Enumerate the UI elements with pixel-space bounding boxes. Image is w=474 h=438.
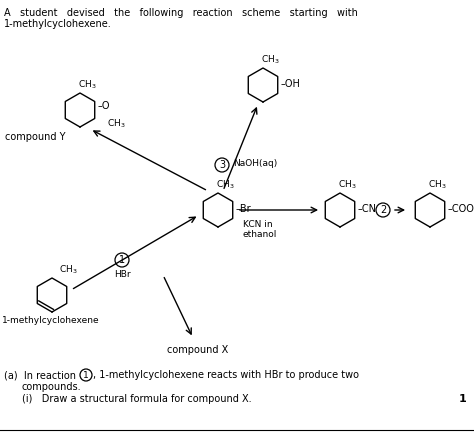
Text: –Br: –Br [236, 204, 252, 214]
Text: KCN in: KCN in [243, 220, 273, 229]
Text: A   student   devised   the   following   reaction   scheme   starting   with: A student devised the following reaction… [4, 8, 358, 18]
Text: compound Y: compound Y [5, 132, 65, 142]
Text: 1: 1 [83, 371, 89, 379]
Text: CH$_3$: CH$_3$ [261, 53, 280, 66]
Text: –COOH: –COOH [448, 204, 474, 214]
Text: 1-methylcyclohexene.: 1-methylcyclohexene. [4, 19, 112, 29]
Text: CH$_3$: CH$_3$ [216, 179, 235, 191]
Text: HBr: HBr [114, 270, 131, 279]
Text: CH$_3$: CH$_3$ [78, 78, 97, 91]
Text: –CN: –CN [358, 204, 377, 214]
Text: compounds.: compounds. [22, 382, 82, 392]
Text: 2: 2 [380, 205, 386, 215]
Text: (a)  In reaction: (a) In reaction [4, 370, 79, 380]
Text: CH$_3$: CH$_3$ [59, 264, 78, 276]
Text: NaOH(aq): NaOH(aq) [233, 159, 277, 167]
Text: 1: 1 [458, 394, 466, 404]
Text: 1-methylcyclohexene: 1-methylcyclohexene [2, 316, 100, 325]
Text: CH$_3$: CH$_3$ [428, 179, 447, 191]
Text: CH$_3$: CH$_3$ [338, 179, 356, 191]
Text: , 1-methylcyclohexene reacts with HBr to produce two: , 1-methylcyclohexene reacts with HBr to… [93, 370, 359, 380]
Text: ethanol: ethanol [243, 230, 277, 239]
Text: compound X: compound X [167, 345, 228, 355]
Text: 1: 1 [119, 255, 125, 265]
Text: CH$_3$: CH$_3$ [107, 117, 126, 130]
Text: (i)   Draw a structural formula for compound X.: (i) Draw a structural formula for compou… [22, 394, 252, 404]
Text: –OH: –OH [281, 79, 301, 89]
Text: 3: 3 [219, 160, 225, 170]
Text: –O: –O [98, 101, 110, 111]
